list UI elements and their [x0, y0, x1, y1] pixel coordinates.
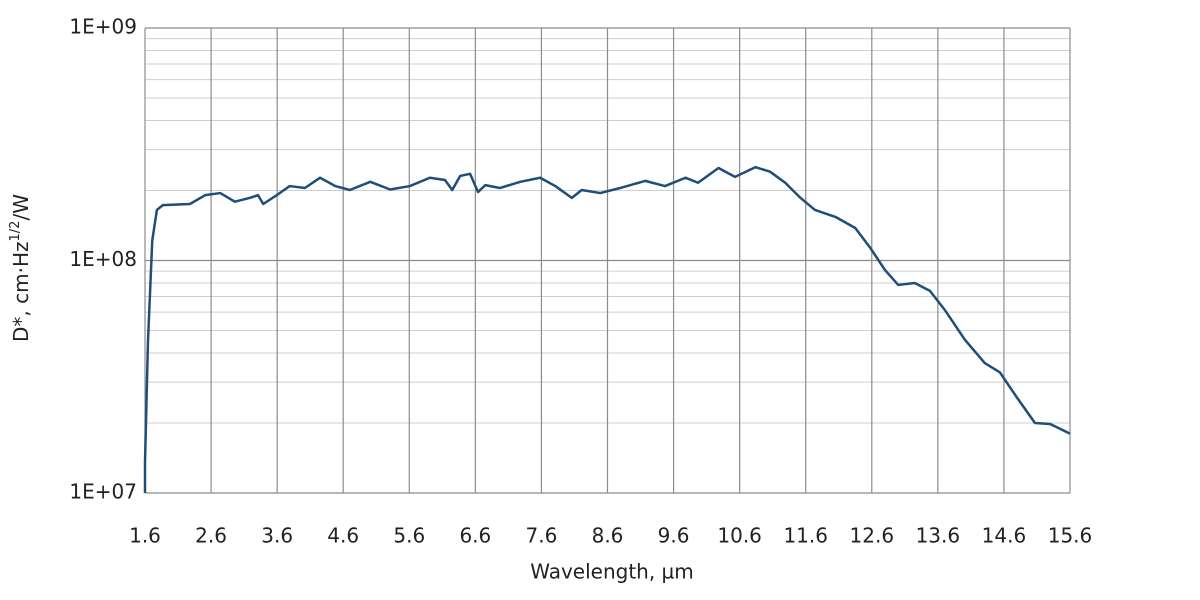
x-tick-label: 1.6: [129, 524, 161, 548]
y-tick-label: 1E+08: [69, 247, 137, 271]
x-tick-label: 12.6: [850, 524, 895, 548]
y-axis-label-superscript: 1/2: [8, 221, 23, 242]
data-line: [143, 165, 1071, 493]
y-axis-label: D*, cm·Hz1/2/W: [8, 194, 33, 342]
x-tick-label: 15.6: [1048, 524, 1093, 548]
x-tick-label: 13.6: [916, 524, 961, 548]
x-tick-label: 5.6: [393, 524, 425, 548]
x-axis-label: Wavelength, µm: [530, 560, 694, 584]
x-tick-label: 4.6: [327, 524, 359, 548]
x-tick-label: 10.6: [717, 524, 762, 548]
x-tick-label: 8.6: [592, 524, 624, 548]
x-tick-label: 6.6: [459, 524, 491, 548]
y-tick-label: 1E+07: [69, 480, 137, 504]
x-tick-label: 9.6: [658, 524, 690, 548]
x-tick-label: 3.6: [261, 524, 293, 548]
x-tick-label: 7.6: [526, 524, 558, 548]
x-tick-label: 14.6: [982, 524, 1027, 548]
x-tick-label: 2.6: [195, 524, 227, 548]
x-tick-label: 11.6: [783, 524, 828, 548]
y-axis-label-main: D*, cm·Hz: [9, 241, 33, 342]
y-axis-label-suffix: /W: [9, 194, 33, 221]
y-tick-label: 1E+09: [69, 15, 137, 39]
